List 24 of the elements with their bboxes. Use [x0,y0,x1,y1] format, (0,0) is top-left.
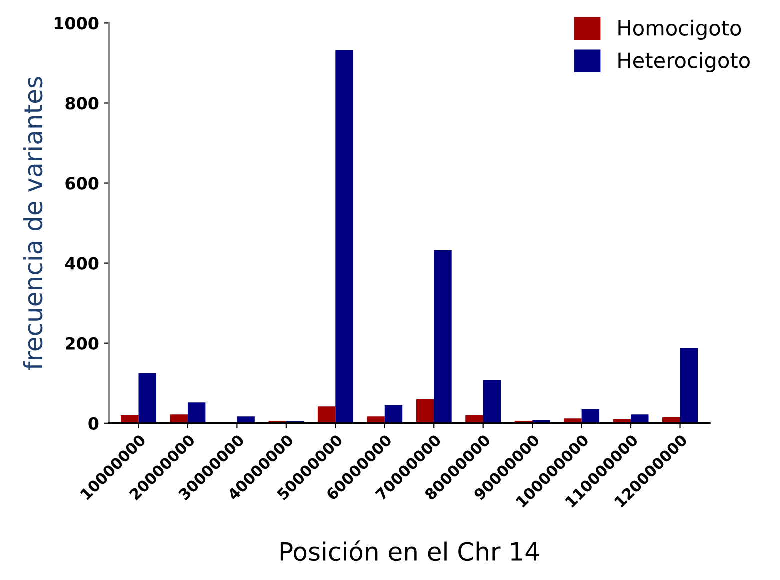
bar [416,399,434,424]
y-axis-title: frecuencia de variantes [23,77,43,370]
bar [138,373,156,424]
bar [680,348,698,424]
bar [631,414,649,424]
y-tick-label: 1000 [54,17,99,30]
bar [483,380,502,424]
bar [237,416,255,424]
bar [434,250,452,424]
bar [188,402,206,424]
y-tick-label: 0 [88,417,99,430]
y-tick-label: 200 [66,337,99,350]
legend-label: Heterocigoto [618,52,750,72]
bar [170,414,188,424]
legend-label: Homocigoto [618,20,742,40]
bar [336,50,354,424]
x-axis-title: Posición en el Chr 14 [280,540,540,562]
y-tick-label: 800 [66,97,99,110]
bar [384,405,403,424]
y-tick-label: 400 [65,257,99,270]
bar [582,409,600,424]
bar [318,406,336,424]
bar [367,416,385,424]
y-tick-label: 600 [66,177,99,190]
